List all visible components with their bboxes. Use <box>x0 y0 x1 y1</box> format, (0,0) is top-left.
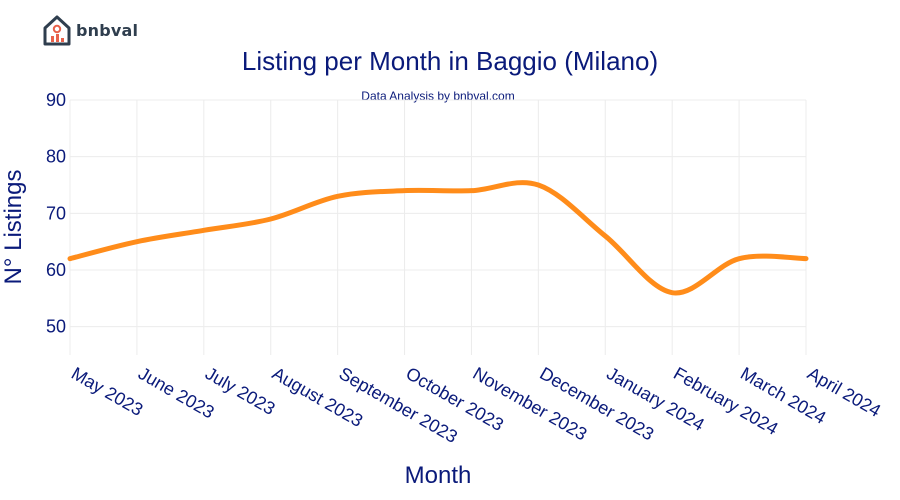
y-tick-label: 60 <box>46 260 66 280</box>
y-axis-ticks: 50 60 70 80 90 <box>46 90 66 337</box>
brand-logo: bnbval <box>42 14 138 46</box>
x-tick-label: September 2023 <box>336 363 461 447</box>
house-chart-icon <box>43 15 71 46</box>
x-tick-label: June 2023 <box>135 363 218 422</box>
y-tick-label: 80 <box>46 147 66 167</box>
chart-subtitle: Data Analysis by bnbval.com <box>361 89 514 103</box>
y-tick-label: 70 <box>46 203 66 223</box>
series-line <box>67 180 809 296</box>
y-tick-label: 90 <box>46 90 66 110</box>
brand-name: bnbval <box>76 20 139 40</box>
x-tick-label: May 2023 <box>68 363 146 420</box>
x-tick-label: December 2023 <box>536 363 657 444</box>
x-tick-label: November 2023 <box>469 363 590 444</box>
y-tick-label: 50 <box>46 317 66 337</box>
x-axis-title: Month <box>405 462 472 489</box>
chart-title: Listing per Month in Baggio (Milano) <box>242 46 658 76</box>
grid-lines <box>69 99 807 355</box>
y-axis-title: N° Listings <box>0 170 27 285</box>
